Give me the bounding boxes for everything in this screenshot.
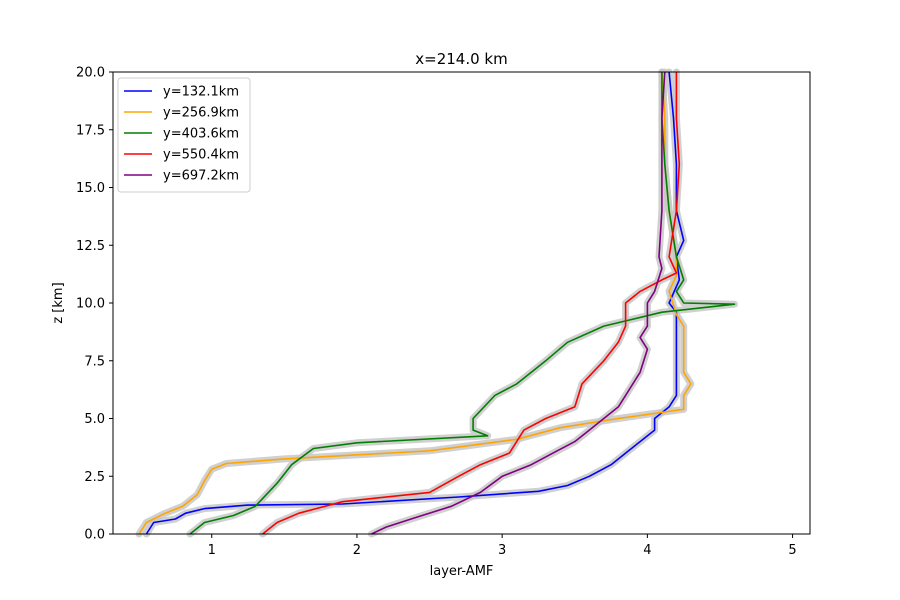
series-lines — [138, 71, 736, 535]
x-tick-label: 5 — [788, 543, 796, 558]
y-tick-label: 0.0 — [84, 528, 105, 543]
series-line-5 — [371, 71, 666, 535]
x-tick-label: 4 — [643, 543, 651, 558]
y-tick-label: 12.5 — [76, 239, 105, 254]
legend-label: y=132.1km — [163, 85, 239, 100]
legend: y=132.1km y=256.9km y=403.6km y=550.4km y=69… — [117, 77, 251, 193]
legend-label: y=697.2km — [163, 169, 239, 184]
y-tick-label: 2.5 — [84, 470, 105, 485]
y-axis-label: z [km] — [51, 282, 66, 323]
y-tick-label: 20.0 — [76, 66, 105, 81]
chart-title: x=214.0 km — [415, 50, 507, 68]
y-tick-label: 5.0 — [84, 412, 105, 427]
x-tick-label: 3 — [498, 543, 506, 558]
series-line-2 — [138, 71, 692, 535]
y-axis-ticks: 0.0 2.5 5.0 7.5 10.0 12.5 15.0 17.5 20.0 — [76, 66, 113, 543]
y-tick-label: 7.5 — [84, 354, 105, 369]
x-axis-ticks: 1 2 3 4 5 — [208, 534, 797, 558]
y-tick-label: 17.5 — [76, 123, 105, 138]
x-tick-label: 1 — [208, 543, 216, 558]
series-line-3 — [189, 72, 736, 535]
legend-label: y=256.9km — [163, 106, 239, 121]
y-tick-label: 10.0 — [76, 297, 105, 312]
y-tick-label: 15.0 — [76, 181, 105, 196]
legend-box — [117, 77, 251, 193]
legend-label: y=550.4km — [163, 148, 239, 163]
legend-label: y=403.6km — [163, 127, 239, 142]
series-line-4 — [262, 72, 681, 535]
series-line-1 — [145, 71, 685, 535]
x-axis-label: layer-AMF — [430, 564, 494, 579]
x-tick-label: 2 — [353, 543, 361, 558]
